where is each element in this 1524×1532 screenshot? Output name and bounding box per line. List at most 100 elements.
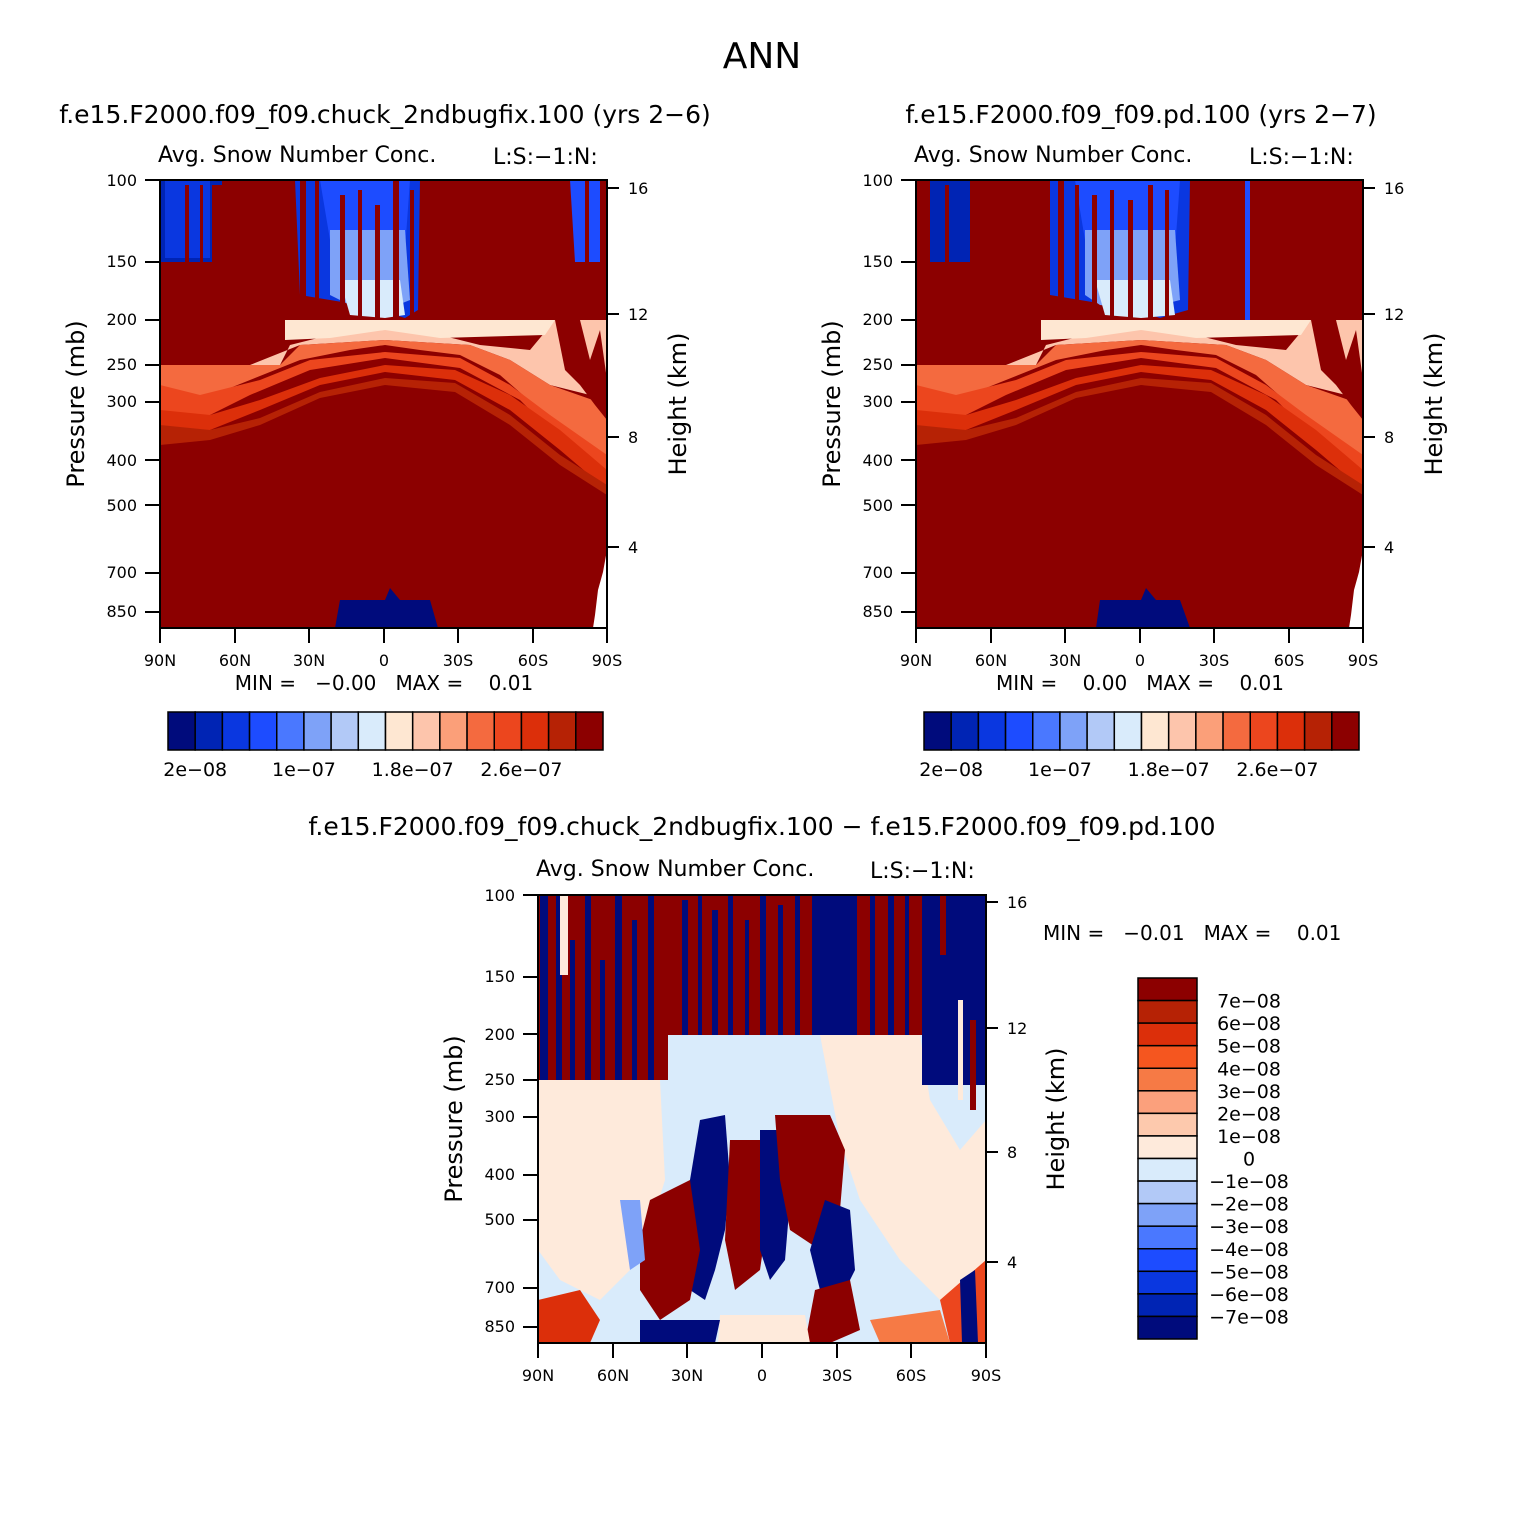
colorbar-box: [276, 711, 305, 751]
colorbar-box: [357, 711, 387, 751]
colorbar-label: 0: [1243, 1149, 1255, 1171]
svg-text:700: 700: [106, 563, 137, 582]
colorbar-box: [1137, 1157, 1198, 1182]
panel-control-case-title: f.e15.F2000.f09_f09.pd.100 (yrs 2−7): [905, 100, 1376, 129]
svg-text:150: 150: [862, 252, 893, 271]
colorbar-box: [1276, 711, 1306, 751]
svg-text:16: 16: [628, 179, 648, 198]
colorbar-box: [439, 711, 468, 751]
svg-text:30N: 30N: [671, 1366, 703, 1385]
panel-control-variable-title: Avg. Snow Number Conc.: [914, 143, 1192, 168]
svg-text:300: 300: [484, 1107, 515, 1126]
svg-text:700: 700: [484, 1278, 515, 1297]
svg-text:250: 250: [106, 355, 137, 374]
colorbar-label: 1e−07: [272, 759, 336, 781]
colorbar-box: [1137, 1225, 1198, 1250]
colorbar-box: [950, 711, 980, 751]
colorbar-box: [1004, 711, 1034, 751]
colorbar-box: [1137, 1112, 1198, 1137]
svg-text:90S: 90S: [971, 1366, 1002, 1385]
panel-control-units: L:S:−1:N:: [1249, 145, 1354, 170]
colorbar-box: [977, 711, 1007, 751]
svg-text:30N: 30N: [1049, 651, 1081, 670]
colorbar-label: 2.6e−07: [480, 759, 562, 781]
colorbar-label: 4e−08: [1217, 1058, 1281, 1080]
page-title: ANN: [723, 36, 802, 77]
svg-text:4: 4: [1384, 538, 1394, 557]
svg-text:30S: 30S: [443, 651, 474, 670]
colorbar-box: [1059, 711, 1088, 751]
svg-text:0: 0: [757, 1366, 767, 1385]
svg-text:16: 16: [1007, 893, 1027, 912]
panel-test-field: [160, 180, 607, 628]
colorbar-label: −5e−08: [1209, 1261, 1289, 1283]
panel-difference-units: L:S:−1:N:: [870, 859, 975, 884]
panel-control-y2-label: Height (km): [1420, 333, 1448, 476]
colorbar-label: −3e−08: [1209, 1216, 1289, 1238]
svg-text:12: 12: [1007, 1019, 1027, 1038]
svg-text:500: 500: [106, 496, 137, 515]
panel-test-y-label: Pressure (mb): [62, 320, 90, 487]
colorbar-label: 2e−08: [163, 759, 227, 781]
svg-text:90S: 90S: [1348, 651, 1379, 670]
svg-text:12: 12: [628, 305, 648, 324]
svg-text:60N: 60N: [597, 1366, 629, 1385]
colorbar-box: [1303, 711, 1333, 751]
colorbar-box: [1137, 1293, 1198, 1318]
svg-text:0: 0: [379, 651, 389, 670]
colorbar-box: [167, 711, 196, 751]
panel-test-units: L:S:−1:N:: [493, 145, 598, 170]
colorbar-box: [194, 711, 224, 751]
svg-text:100: 100: [484, 886, 515, 905]
svg-text:100: 100: [106, 171, 137, 190]
panel-test: f.e15.F2000.f09_f09.chuck_2ndbugfix.100 …: [59, 100, 711, 781]
svg-text:8: 8: [628, 428, 638, 447]
svg-text:850: 850: [106, 602, 137, 621]
colorbar-label: 1e−07: [1028, 759, 1092, 781]
svg-text:4: 4: [1007, 1253, 1017, 1272]
colorbar-label: 2e−08: [919, 759, 983, 781]
svg-text:200: 200: [862, 310, 893, 329]
panel-control-field: [916, 180, 1363, 628]
colorbar-box: [1137, 999, 1198, 1024]
colorbar-box: [330, 711, 360, 751]
colorbar-box: [1137, 1180, 1198, 1205]
panel-difference: f.e15.F2000.f09_f09.chuck_2ndbugfix.100 …: [308, 812, 1341, 1385]
colorbar-box: [575, 711, 604, 751]
svg-text:90N: 90N: [144, 651, 176, 670]
colorbar-label: 5e−08: [1217, 1036, 1281, 1058]
colorbar-box: [1113, 711, 1143, 751]
svg-text:8: 8: [1007, 1143, 1017, 1162]
svg-text:60S: 60S: [896, 1366, 927, 1385]
colorbar-box: [520, 711, 550, 751]
svg-text:8: 8: [1384, 428, 1394, 447]
colorbar-box: [303, 711, 332, 751]
panel-control-colorbar: 2e−08 1e−07 1.8e−07 2.6e−07: [919, 711, 1360, 781]
colorbar-label: 7e−08: [1217, 991, 1281, 1013]
colorbar-box: [1137, 1202, 1198, 1227]
panel-control-minmax: MIN = 0.00 MAX = 0.01: [996, 671, 1284, 695]
colorbar-label: −2e−08: [1209, 1194, 1289, 1216]
colorbar-label: −6e−08: [1209, 1284, 1289, 1306]
svg-text:400: 400: [106, 451, 137, 470]
colorbar-label: −7e−08: [1209, 1306, 1289, 1328]
colorbar-label: 1e−08: [1217, 1126, 1281, 1148]
svg-text:250: 250: [862, 355, 893, 374]
svg-text:850: 850: [862, 602, 893, 621]
panel-difference-colorbar: 7e−086e−085e−084e−083e−082e−081e−080−1e−…: [1137, 977, 1289, 1340]
colorbar-box: [1137, 1315, 1198, 1340]
panel-control-y-label: Pressure (mb): [818, 320, 846, 487]
colorbar-box: [1137, 977, 1198, 1002]
colorbar-box: [384, 711, 414, 751]
svg-text:30S: 30S: [1199, 651, 1230, 670]
colorbar-label: 6e−08: [1217, 1013, 1281, 1035]
colorbar-box: [1167, 711, 1197, 751]
svg-text:150: 150: [106, 252, 137, 271]
colorbar-box: [1137, 1022, 1198, 1047]
panel-difference-y-label: Pressure (mb): [440, 1035, 468, 1202]
svg-text:400: 400: [862, 451, 893, 470]
svg-text:4: 4: [628, 538, 638, 557]
svg-text:850: 850: [484, 1317, 515, 1336]
colorbar-label: 2e−08: [1217, 1103, 1281, 1125]
